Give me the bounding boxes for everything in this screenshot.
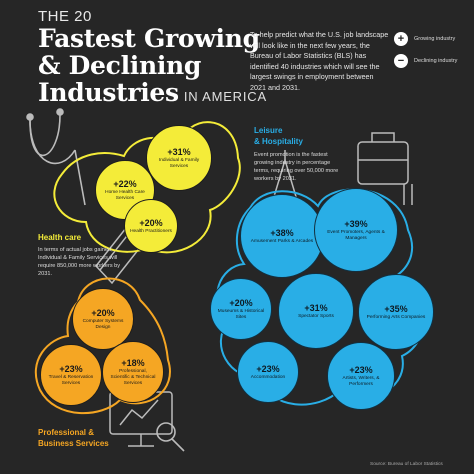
header-title-line2: & Declining <box>38 51 202 80</box>
legend-declining: − Declining industry <box>394 54 466 68</box>
bubble-value: +23% <box>349 364 373 375</box>
bubble-2-6: +23% Artists, Writers, & Performers <box>327 342 395 410</box>
bubble-label: Individual & Family Services <box>158 157 200 169</box>
source-note: Source: Bureau of Labor Statistics <box>370 462 443 467</box>
bubble-2-0: +38% Amusement Parks & Arcades <box>240 194 324 278</box>
bubble-0-2: +20% Health Practitioners <box>124 199 178 253</box>
header-title-word: Industries <box>38 78 179 107</box>
header-title-line1: Fastest Growing <box>38 24 260 53</box>
bubble-label: Accommodation <box>250 374 286 380</box>
bubble-1-2: +18% Professional, Scientific & Technical… <box>102 341 164 403</box>
bubble-value: +18% <box>121 357 145 368</box>
bubble-label: Travel & Reservation Services <box>48 374 94 386</box>
legend-growing: + Growing industry <box>394 32 466 46</box>
bubble-value: +23% <box>256 363 280 374</box>
stethoscope-icon <box>26 108 86 206</box>
bubble-value: +20% <box>91 307 115 318</box>
bubble-2-1: +39% Event Promoters, Agents & Managers <box>314 188 398 272</box>
leisure-desc: Event promotion is the fastest growing i… <box>254 152 339 182</box>
professional-title-line1: Professional & <box>38 428 95 437</box>
bubble-value: +20% <box>229 297 253 308</box>
professional-title-line2: Business Services <box>38 439 109 448</box>
bubble-label: Home Health Care Services <box>105 189 145 201</box>
suitcase-icon <box>357 132 413 205</box>
bubble-2-2: +20% Museums & Historical Sites <box>210 278 272 340</box>
bubble-1-0: +20% Computer Systems Design <box>72 288 134 350</box>
bubble-2-3: +31% Spectator Sports <box>278 273 354 349</box>
bubble-2-5: +23% Accommodation <box>237 341 299 403</box>
bubble-value: +31% <box>304 302 328 313</box>
minus-icon: − <box>394 54 408 68</box>
legend-growing-label: Growing industry <box>414 36 456 42</box>
bubble-value: +23% <box>59 363 83 374</box>
bubble-value: +39% <box>344 218 368 229</box>
bubble-label: Amusement Parks & Arcades <box>250 238 314 244</box>
bubble-value: +38% <box>270 227 294 238</box>
bubble-value: +20% <box>139 217 163 228</box>
bubble-2-4: +35% Performing Arts Companies <box>358 274 434 350</box>
bubble-value: +35% <box>384 303 408 314</box>
header-title-line3: Industries IN AMERICA <box>38 80 267 109</box>
magnifier-icon <box>156 422 185 452</box>
bubble-value: +31% <box>167 146 191 157</box>
legend-declining-label: Declining industry <box>414 58 458 64</box>
header-suffix: IN AMERICA <box>183 89 267 104</box>
plus-icon: + <box>394 32 408 46</box>
leisure-title-line1: Leisure <box>254 126 283 135</box>
bubble-label: Artists, Writers, & Performers <box>342 375 380 387</box>
bubble-label: Spectator Sports <box>298 313 334 319</box>
intro-text: To help predict what the U.S. job landsc… <box>250 30 389 92</box>
leisure-title-line2: & Hospitality <box>254 137 303 146</box>
legend: + Growing industry − Declining industry <box>394 32 466 76</box>
bubble-label: Computer Systems Design <box>82 318 124 330</box>
bubble-label: Museums & Historical Sites <box>217 308 265 320</box>
bubble-0-0: +31% Individual & Family Services <box>146 125 212 191</box>
header-kicker: THE 20 <box>38 8 92 25</box>
bubble-value: +22% <box>113 178 137 189</box>
bubble-label: Professional, Scientific & Technical Ser… <box>110 368 156 386</box>
bubble-1-1: +23% Travel & Reservation Services <box>40 344 102 406</box>
bubble-label: Performing Arts Companies <box>366 314 426 320</box>
healthcare-title: Health care <box>38 233 82 242</box>
healthcare-desc: In terms of actual jobs gained, Individu… <box>38 247 121 277</box>
bubble-label: Event Promoters, Agents & Managers <box>327 229 385 241</box>
bubble-label: Health Practitioners <box>130 228 172 234</box>
healthcare-cluster-outline <box>53 121 241 254</box>
